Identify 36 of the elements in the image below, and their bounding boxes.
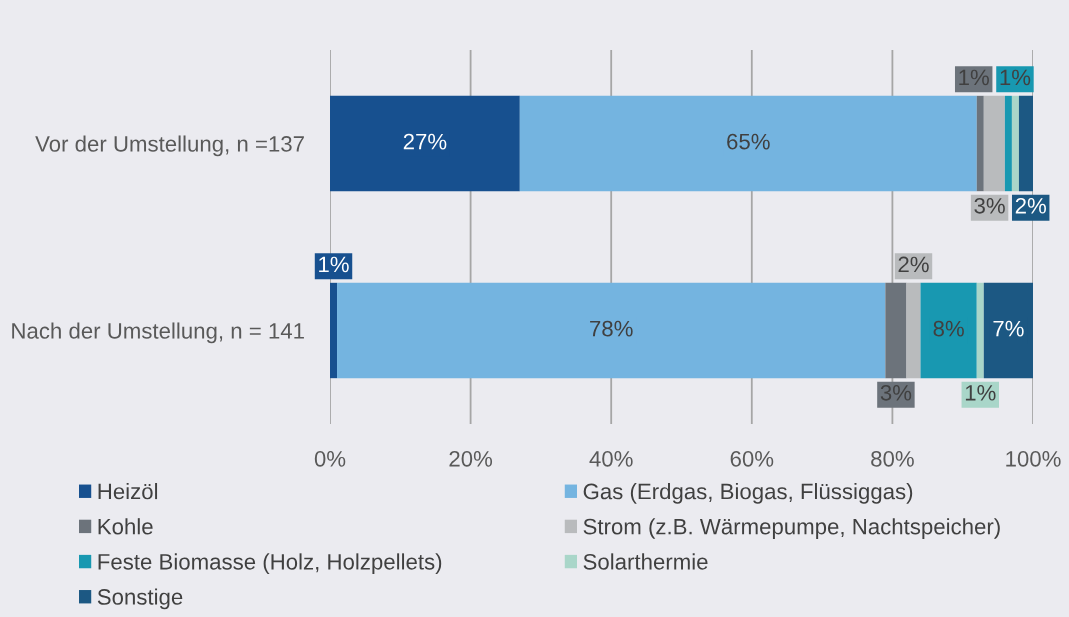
x-tick-label: 40% bbox=[589, 450, 633, 467]
y-tick-label: Vor der Umstellung, n =137 bbox=[35, 135, 304, 157]
x-tick-label: 20% bbox=[449, 450, 493, 467]
legend-label: Solarthermie bbox=[583, 553, 708, 570]
data-label: 7% bbox=[993, 320, 1024, 337]
bar bbox=[337, 282, 886, 379]
data-label: 3% bbox=[880, 384, 912, 401]
data-label: 27% bbox=[403, 133, 447, 150]
data-label: 1% bbox=[1000, 69, 1031, 86]
bar bbox=[330, 282, 338, 379]
data-label: 1% bbox=[319, 256, 349, 273]
data-label: 8% bbox=[933, 320, 964, 337]
x-tick-label: 60% bbox=[730, 450, 774, 467]
data-label: 2% bbox=[1015, 197, 1046, 214]
data-label: 1% bbox=[959, 69, 989, 86]
data-label: 78% bbox=[590, 320, 633, 337]
legend-label: Sonstige bbox=[97, 588, 183, 610]
data-label: 3% bbox=[974, 197, 1005, 214]
legend-label: Kohle bbox=[98, 518, 153, 535]
bar bbox=[1011, 95, 1019, 192]
legend-label: Strom (z.B. Wärmepumpe, Nachtspeicher) bbox=[583, 518, 1000, 539]
x-tick-label: 100% bbox=[1006, 450, 1061, 467]
bar bbox=[976, 282, 984, 379]
legend-label: Heizöl bbox=[98, 483, 158, 500]
data-label: 65% bbox=[727, 133, 770, 150]
x-tick-label: 80% bbox=[871, 450, 914, 467]
y-tick-label: Nach der Umstellung, n = 141 bbox=[12, 322, 304, 344]
bar bbox=[330, 95, 520, 192]
data-label: 1% bbox=[965, 385, 996, 401]
data-label: 2% bbox=[898, 256, 929, 273]
legend-label: Feste Biomasse (Holz, Holzpellets) bbox=[98, 553, 442, 575]
bar bbox=[1004, 95, 1012, 192]
legend-label: Gas (Erdgas, Biogas, Flüssiggas) bbox=[583, 483, 913, 504]
x-tick-label: 0% bbox=[314, 450, 346, 467]
bar bbox=[519, 95, 977, 192]
bar bbox=[976, 95, 984, 192]
